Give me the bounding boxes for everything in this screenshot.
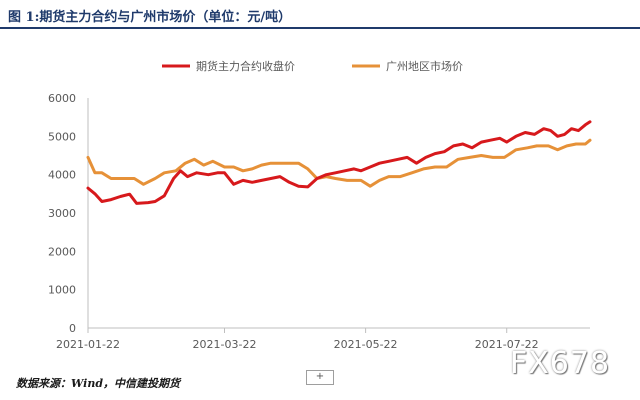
chart-legend: 期货主力合约收盘价 广州地区市场价 <box>162 59 463 73</box>
expand-button[interactable]: + <box>306 370 334 385</box>
x-axis: 2021-01-22 2021-03-22 2021-05-22 2021-07-22 <box>56 327 590 351</box>
series-line <box>86 120 592 205</box>
y-tick-label: 3000 <box>48 207 76 220</box>
chart-panel: 期货主力合约收盘价 广州地区市场价 0 1000 2000 3000 4000 5000 60… <box>0 30 640 366</box>
source-note: 数据来源：Wind，中信建投期货 <box>16 377 181 390</box>
watermark-logo: FX678 <box>510 346 611 381</box>
series-layer <box>86 120 592 205</box>
y-tick-label: 6000 <box>48 92 76 105</box>
line-chart: 期货主力合约收盘价 广州地区市场价 0 1000 2000 3000 4000 5000 60… <box>48 59 592 351</box>
series-line <box>86 138 592 188</box>
title-rule <box>0 27 640 29</box>
x-tick-label: 2021-03-22 <box>193 338 257 351</box>
y-tick-label: 1000 <box>48 284 76 297</box>
y-tick-label: 4000 <box>48 169 76 182</box>
chart-title: 图 1:期货主力合约与广州市场价（单位：元/吨） <box>8 10 292 25</box>
y-tick-label: 0 <box>69 322 76 335</box>
x-tick-label: 2021-07-22 <box>475 338 539 351</box>
y-axis: 0 1000 2000 3000 4000 5000 6000 <box>48 92 89 335</box>
x-tick-label: 2021-01-22 <box>56 338 120 351</box>
legend-label: 广州地区市场价 <box>386 59 463 73</box>
y-tick-label: 2000 <box>48 245 76 258</box>
y-tick-label: 5000 <box>48 130 76 143</box>
x-tick-label: 2021-05-22 <box>334 338 398 351</box>
legend-label: 期货主力合约收盘价 <box>196 59 295 73</box>
